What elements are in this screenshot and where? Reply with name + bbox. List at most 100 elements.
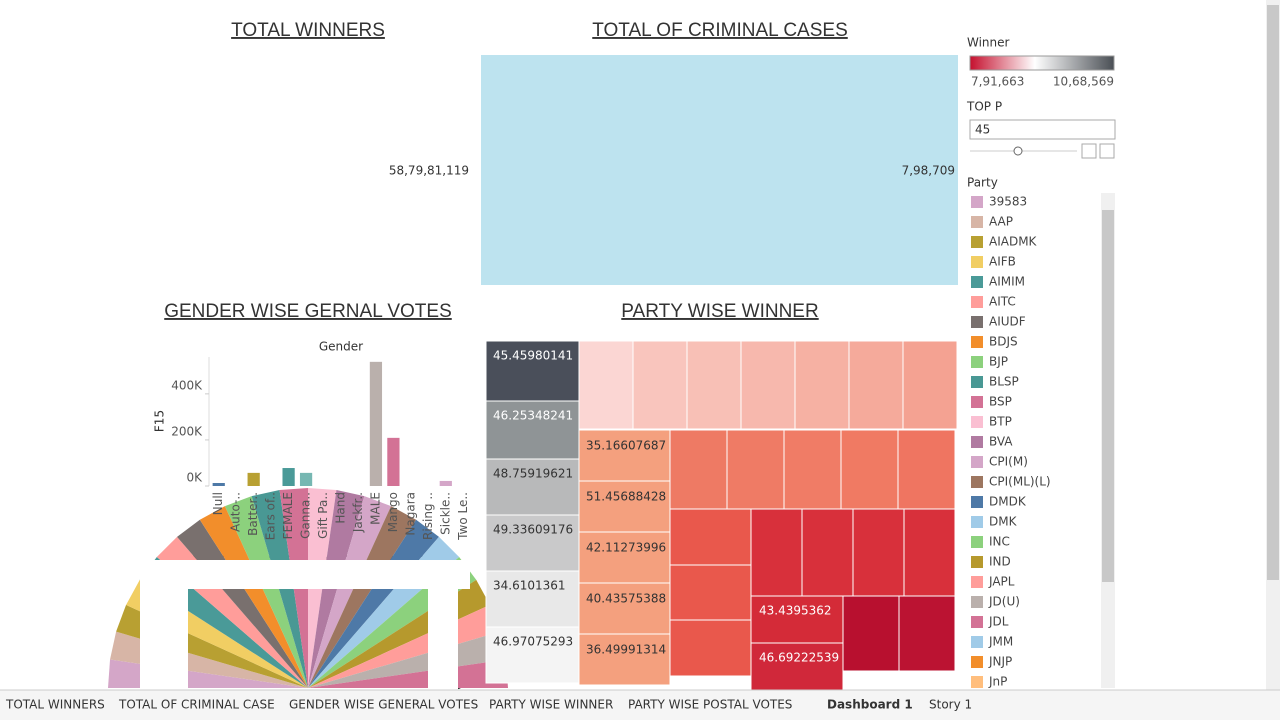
bar bbox=[369, 361, 383, 486]
filter-title: TOP P bbox=[966, 100, 1002, 114]
tab[interactable]: TOTAL WINNERS bbox=[5, 698, 105, 712]
legend-swatch bbox=[971, 276, 983, 288]
treemap-label: 46.69222539 bbox=[759, 651, 839, 665]
legend-label: JnP bbox=[988, 675, 1007, 689]
legend-label: BLSP bbox=[989, 375, 1019, 389]
prev-button[interactable] bbox=[1081, 143, 1097, 159]
treemap-cell bbox=[669, 508, 752, 566]
legend-swatch bbox=[971, 496, 983, 508]
bar bbox=[212, 483, 225, 486]
legend-swatch bbox=[971, 636, 983, 648]
x-tick-label: Two Le.. bbox=[456, 492, 470, 541]
legend-label: BSP bbox=[989, 395, 1012, 409]
treemap-cell bbox=[578, 480, 671, 533]
value-label: 7,98,709 bbox=[902, 164, 955, 178]
legend-label: BVA bbox=[989, 435, 1013, 449]
bar bbox=[387, 437, 400, 486]
fan-wedge bbox=[308, 496, 392, 688]
legend-swatch bbox=[971, 216, 983, 228]
y-tick-label: 400K bbox=[171, 378, 203, 392]
treemap-cell bbox=[578, 429, 671, 482]
tab[interactable]: Story 1 bbox=[929, 698, 972, 712]
legend-max: 10,68,569 bbox=[1053, 75, 1114, 89]
party-legend: 39583 AAP AIADMK AIFB AIMIM AITC AIUDF BDJS BJP B… bbox=[971, 195, 1051, 689]
treemap-cell bbox=[686, 340, 742, 430]
value-label: 58,79,81,119 bbox=[389, 164, 469, 178]
tab-bar bbox=[0, 690, 1280, 720]
mask bbox=[140, 560, 470, 589]
title: PARTY WISE WINNER bbox=[621, 301, 818, 322]
legend-label: JNJP bbox=[988, 655, 1012, 669]
legend-label: AIADMK bbox=[989, 235, 1038, 249]
legend-label: AIFB bbox=[989, 255, 1016, 269]
fan-wedge bbox=[199, 506, 308, 688]
x-tick-label: Nagara bbox=[403, 492, 417, 536]
x-tick-label: Rising .. bbox=[421, 492, 435, 540]
legend-swatch bbox=[971, 616, 983, 628]
treemap-label: 46.25348241 bbox=[493, 409, 573, 423]
treemap-cell bbox=[903, 508, 956, 597]
filter-input[interactable] bbox=[969, 119, 1116, 140]
treemap-cell bbox=[485, 400, 580, 460]
treemap-cell bbox=[750, 642, 844, 691]
treemap-cell bbox=[578, 582, 671, 635]
bar bbox=[247, 472, 260, 486]
legend-label: INC bbox=[989, 535, 1010, 549]
legend-label: BDJS bbox=[989, 335, 1018, 349]
tab[interactable]: Dashboard 1 bbox=[827, 698, 913, 712]
legend-label: CPI(M) bbox=[989, 455, 1028, 469]
legend-label: 39583 bbox=[989, 195, 1027, 209]
tab[interactable]: TOTAL OF CRIMINAL CASE bbox=[118, 698, 275, 712]
treemap-cell bbox=[783, 429, 842, 510]
treemap-cell bbox=[485, 458, 580, 516]
treemap-cell bbox=[902, 340, 958, 430]
legend-swatch bbox=[971, 596, 983, 608]
legend-title: Party bbox=[967, 176, 998, 190]
treemap-label: 36.49991314 bbox=[586, 643, 666, 657]
legend-swatch bbox=[971, 416, 983, 428]
legend-label: AIMIM bbox=[989, 275, 1025, 289]
legend-swatch bbox=[971, 316, 983, 328]
tabs: TOTAL WINNERS TOTAL OF CRIMINAL CASE GENDE… bbox=[5, 698, 972, 712]
legend-label: JAPL bbox=[988, 575, 1015, 589]
tab[interactable]: GENDER WISE GENERAL VOTES bbox=[289, 698, 478, 712]
slider-handle[interactable] bbox=[1013, 146, 1023, 156]
scroll-thumb[interactable] bbox=[1102, 210, 1114, 582]
treemap-cell bbox=[726, 429, 785, 510]
legend-swatch bbox=[971, 536, 983, 548]
legend-swatch bbox=[971, 196, 983, 208]
page-scroll-thumb[interactable] bbox=[1267, 5, 1279, 580]
treemap-label: 49.33609176 bbox=[493, 523, 573, 537]
filter-value: 45 bbox=[975, 123, 990, 137]
legend-swatch bbox=[971, 396, 983, 408]
next-button[interactable] bbox=[1099, 143, 1115, 159]
treemap-label: 45.45980141 bbox=[493, 349, 573, 363]
subtitle: Gender bbox=[319, 340, 363, 354]
legend-swatch bbox=[971, 436, 983, 448]
x-tick-label: Null bbox=[211, 492, 225, 515]
treemap-cell bbox=[632, 340, 688, 430]
legend-label: DMDK bbox=[989, 495, 1027, 509]
legend-swatch bbox=[971, 476, 983, 488]
treemap-label: 51.45688428 bbox=[586, 490, 666, 504]
treemap-label: 34.6101361 bbox=[493, 579, 566, 593]
treemap-cell bbox=[740, 340, 796, 430]
treemap-cell bbox=[801, 508, 854, 597]
bar bbox=[439, 480, 452, 486]
legend-label: AAP bbox=[989, 215, 1013, 229]
treemap-cell bbox=[669, 619, 752, 677]
tab[interactable]: PARTY WISE POSTAL VOTES bbox=[628, 698, 792, 712]
y-tick-label: 0K bbox=[186, 471, 203, 485]
treemap-label: 40.43575388 bbox=[586, 592, 666, 606]
legend-label: AIUDF bbox=[989, 315, 1026, 329]
legend-label: IND bbox=[989, 555, 1011, 569]
legend-label: BJP bbox=[989, 355, 1008, 369]
treemap-cell bbox=[578, 531, 671, 584]
fan-wedge bbox=[224, 496, 308, 688]
tab[interactable]: PARTY WISE WINNER bbox=[489, 698, 613, 712]
x-tick-label: Ganna.. bbox=[299, 492, 313, 539]
color-ramp bbox=[969, 55, 1115, 71]
treemap-label: 48.75919621 bbox=[493, 467, 573, 481]
